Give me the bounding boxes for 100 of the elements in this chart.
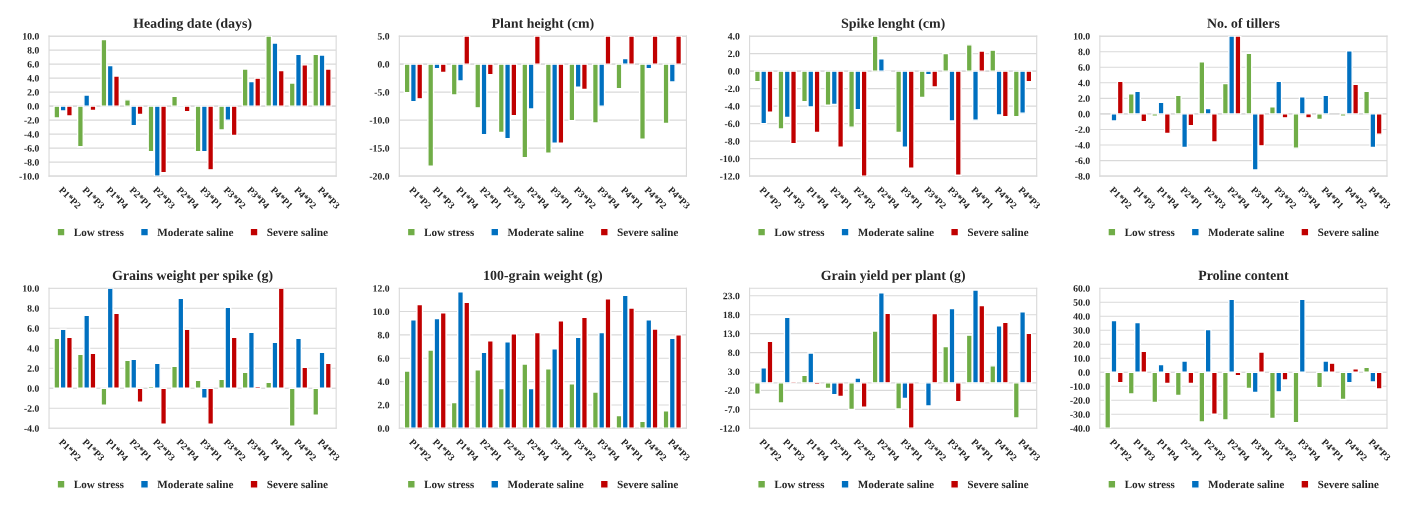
chart-title: Heading date (days) <box>133 18 252 31</box>
legend-label: Moderate saline <box>1208 228 1285 237</box>
legend-label: Severe saline <box>617 228 679 237</box>
legend-label: Severe saline <box>267 480 328 489</box>
y-tick-label: 23.0 <box>723 292 740 300</box>
y-tick-label: 4.0 <box>1078 79 1090 87</box>
y-tick-label: 2.0 <box>377 401 390 409</box>
y-tick-label: -4.0 <box>24 425 39 432</box>
y-tick-label: 6.0 <box>27 61 39 68</box>
y-tick-label: -30.0 <box>1070 411 1090 418</box>
y-tick-label: 0.0 <box>1078 110 1090 118</box>
y-tick-label: -2.0 <box>724 387 740 394</box>
legend-label: Low stress <box>74 480 124 489</box>
y-tick-label: 18.0 <box>723 311 740 319</box>
y-tick-label: 50.0 <box>1073 299 1090 306</box>
y-tick-label: -8.0 <box>724 138 740 145</box>
y-tick-label: -10.0 <box>19 173 39 180</box>
y-tick-label: 8.0 <box>377 331 390 339</box>
legend-label: Moderate saline <box>507 228 584 237</box>
y-tick-label: -2.0 <box>24 405 39 412</box>
y-tick-label: 2.0 <box>1078 95 1090 102</box>
y-tick-label: 60.0 <box>1073 285 1090 292</box>
y-tick-label: 0.0 <box>27 385 39 392</box>
legend-label: Moderate saline <box>507 480 584 489</box>
legend-label: Severe saline <box>617 480 679 489</box>
y-tick-label: 20.0 <box>1073 341 1090 348</box>
y-tick-label: 10.0 <box>373 308 390 316</box>
y-tick-label: 8.0 <box>27 305 39 312</box>
legend-label: Low stress <box>424 480 474 489</box>
y-tick-label: -10.0 <box>1070 383 1090 390</box>
y-tick-label: -12.0 <box>719 173 740 180</box>
y-tick-label: -12.0 <box>719 425 740 432</box>
y-tick-label: -8.0 <box>24 159 39 166</box>
legend-label: Severe saline <box>967 480 1029 489</box>
y-tick-label: 8.0 <box>728 349 740 357</box>
y-tick-label: -6.0 <box>1075 157 1090 165</box>
y-tick-label: 6.0 <box>1078 64 1090 71</box>
y-tick-label: -20.0 <box>369 173 390 180</box>
y-tick-label: 5.0 <box>377 33 390 40</box>
y-tick-label: 30.0 <box>1073 327 1090 334</box>
y-tick-label: 4.0 <box>27 345 39 352</box>
chart-title: No. of tillers <box>1207 18 1280 28</box>
y-tick-label: 0.0 <box>1078 369 1090 376</box>
legend-label: Low stress <box>1124 228 1175 237</box>
y-tick-label: 0.0 <box>728 68 740 75</box>
y-tick-label: -5.0 <box>374 89 390 96</box>
y-tick-label: 8.0 <box>27 47 39 54</box>
y-tick-label: 10.0 <box>23 285 39 292</box>
y-tick-label: -4.0 <box>1075 141 1090 149</box>
y-tick-label: 2.0 <box>728 50 740 58</box>
y-tick-label: 12.0 <box>373 285 390 292</box>
y-tick-label: -4.0 <box>724 103 740 110</box>
y-tick-label: 10.0 <box>23 33 39 40</box>
y-tick-label: 0.0 <box>377 425 390 432</box>
legend-label: Low stress <box>774 480 825 489</box>
y-tick-label: 2.0 <box>27 89 39 96</box>
y-tick-label: -2.0 <box>724 85 740 93</box>
y-tick-label: 4.0 <box>27 75 39 82</box>
legend-label: Moderate saline <box>157 480 234 489</box>
y-tick-label: 4.0 <box>377 378 390 386</box>
y-tick-label: -7.0 <box>724 406 740 413</box>
chart-title: Grains weight per spike (g) <box>112 270 273 283</box>
y-tick-label: -20.0 <box>1070 397 1090 404</box>
chart-title: Grain yield per plant (g) <box>821 270 965 283</box>
y-tick-label: 0.0 <box>377 61 390 68</box>
legend-label: Moderate saline <box>858 228 934 237</box>
legend-label: Severe saline <box>967 228 1029 237</box>
chart-title: Plant height (cm) <box>491 18 594 31</box>
y-tick-label: 10.0 <box>1073 33 1090 40</box>
y-tick-label: -15.0 <box>369 145 390 152</box>
legend-label: Moderate saline <box>1208 480 1285 489</box>
legend-label: Severe saline <box>1318 480 1379 489</box>
chart-title: 100-grain weight (g) <box>484 270 603 283</box>
y-tick-label: 13.0 <box>723 330 740 338</box>
legend-label: Low stress <box>774 228 825 237</box>
y-tick-label: -10.0 <box>719 155 740 163</box>
legend-label: Moderate saline <box>858 480 934 489</box>
y-tick-label: -8.0 <box>1075 173 1090 180</box>
legend-label: Severe saline <box>1318 228 1379 237</box>
y-tick-label: 8.0 <box>1078 48 1090 56</box>
y-tick-label: 4.0 <box>727 33 740 40</box>
legend-label: Moderate saline <box>157 228 234 237</box>
y-tick-label: 2.0 <box>27 365 39 372</box>
y-tick-label: -6.0 <box>724 120 740 128</box>
y-tick-label: 0.0 <box>27 103 39 110</box>
legend-label: Low stress <box>1124 480 1175 489</box>
y-tick-label: 40.0 <box>1073 313 1090 320</box>
y-tick-label: -2.0 <box>1075 126 1090 133</box>
y-tick-label: 3.0 <box>728 368 740 376</box>
chart-title: Proline content <box>1198 270 1289 281</box>
y-tick-label: 10.0 <box>1073 355 1090 362</box>
legend-label: Low stress <box>424 228 474 237</box>
y-tick-label: -40.0 <box>1070 425 1090 432</box>
legend-label: Severe saline <box>267 228 328 237</box>
y-tick-label: -10.0 <box>369 117 390 124</box>
legend-label: Low stress <box>74 228 124 237</box>
y-tick-label: -4.0 <box>24 131 39 138</box>
y-tick-label: -2.0 <box>24 117 39 124</box>
y-tick-label: -6.0 <box>24 145 39 152</box>
y-tick-label: 6.0 <box>377 355 390 362</box>
